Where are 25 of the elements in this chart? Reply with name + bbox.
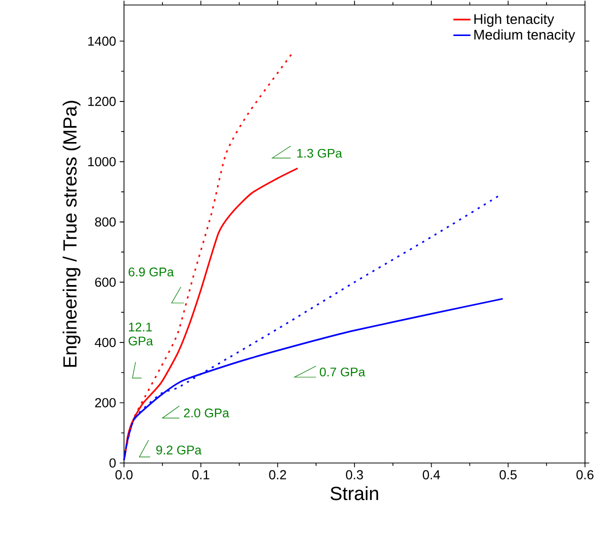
y-tick-label: 1000 bbox=[88, 157, 116, 166]
x-tick-label: 0.4 bbox=[422, 470, 440, 480]
x-tick-label: 0.3 bbox=[346, 470, 363, 480]
legend-label: High tenacity bbox=[474, 14, 554, 27]
annotation: 9.2 GPa bbox=[156, 446, 202, 454]
x-axis-title: Strain bbox=[330, 486, 378, 500]
annotation: 6.9 GPa bbox=[128, 268, 174, 276]
y-tick-label: 600 bbox=[95, 278, 116, 287]
y-tick-label: 0 bbox=[109, 458, 116, 468]
y-tick-label: 1200 bbox=[88, 96, 116, 106]
annotation: 12.1 GPa bbox=[128, 322, 154, 346]
x-tick-label: 0.1 bbox=[192, 470, 210, 480]
x-tick-label: 0.5 bbox=[500, 470, 517, 480]
y-tick-label: 800 bbox=[95, 217, 116, 227]
y-tick-label: 1400 bbox=[88, 36, 116, 46]
annotation: 0.7 GPa bbox=[320, 368, 366, 376]
y-tick-label: 200 bbox=[95, 398, 116, 408]
annotation: 1.3 GPa bbox=[297, 148, 342, 158]
legend-label: Medium tenacity bbox=[474, 29, 576, 42]
x-tick-label: 0.2 bbox=[269, 470, 286, 480]
y-axis-title: Engineering / True stress (MPa) bbox=[62, 100, 80, 367]
x-tick-label: 0.6 bbox=[576, 470, 594, 480]
y-tick-label: 400 bbox=[94, 338, 116, 348]
annotation: 2.0 GPa bbox=[184, 408, 230, 418]
x-tick-label: 0.0 bbox=[115, 470, 133, 480]
